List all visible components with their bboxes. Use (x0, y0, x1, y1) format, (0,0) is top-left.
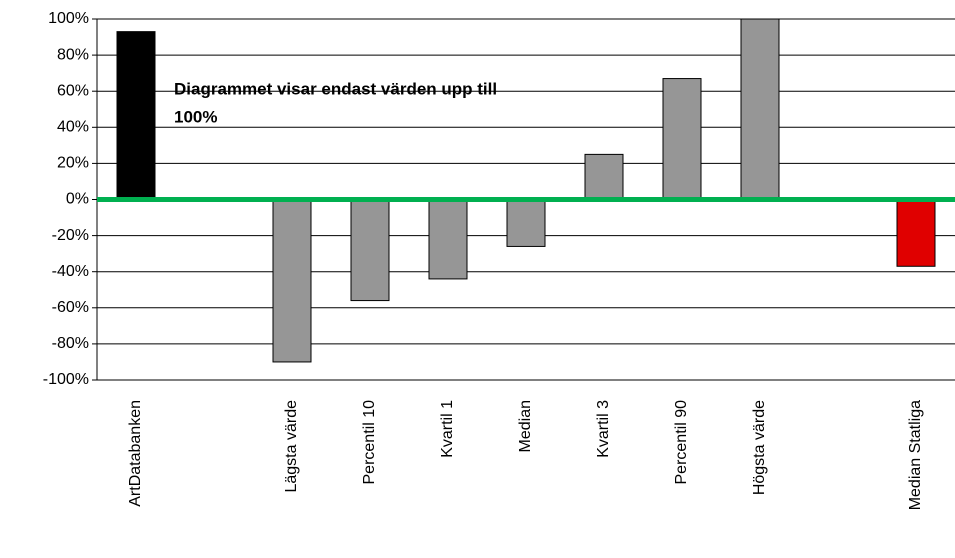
annotation: Diagrammet visar endast värden upp till (174, 79, 497, 98)
x-tick-label: Median Statliga (907, 400, 924, 510)
x-tick-label: Kvartil 3 (595, 400, 612, 458)
x-tick-label: Median (517, 400, 534, 452)
x-tick-label: Lägsta värde (283, 400, 300, 493)
bar (662, 78, 702, 200)
y-tick-label: 20% (57, 155, 89, 172)
y-tick-label: -100% (43, 371, 89, 388)
y-tick-label: 80% (57, 46, 89, 63)
bar (272, 199, 312, 363)
x-tick-label: Percentil 90 (673, 400, 690, 485)
y-tick-label: 100% (48, 10, 89, 27)
x-tick-label: Högsta värde (751, 400, 768, 495)
y-tick-label: -20% (52, 227, 89, 244)
y-tick-label: -60% (52, 299, 89, 316)
bar (740, 18, 780, 200)
bar (506, 199, 546, 247)
x-tick-label: Percentil 10 (361, 400, 378, 485)
bar (584, 153, 624, 200)
bar (428, 199, 468, 280)
annotation: 100% (174, 107, 217, 126)
y-tick-label: 40% (57, 119, 89, 136)
y-tick-label: -80% (52, 335, 89, 352)
bar (116, 31, 156, 201)
bar (350, 199, 390, 302)
x-tick-label: ArtDatabanken (127, 400, 144, 507)
y-tick-label: -40% (52, 263, 89, 280)
y-tick-label: 0% (66, 191, 89, 208)
x-tick-label: Kvartil 1 (439, 400, 456, 458)
y-tick-label: 60% (57, 82, 89, 99)
bar (896, 199, 936, 267)
